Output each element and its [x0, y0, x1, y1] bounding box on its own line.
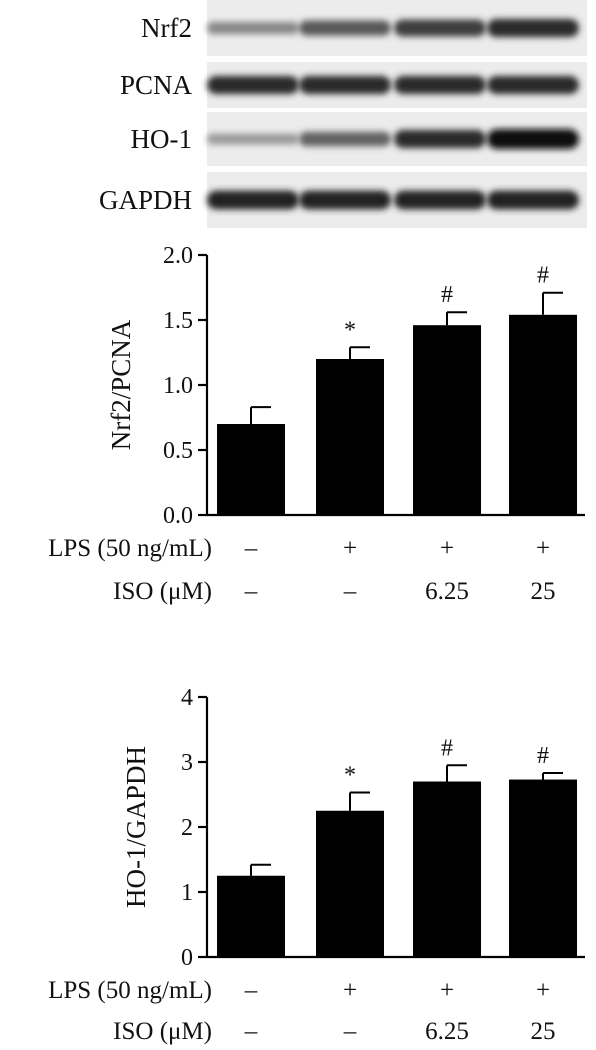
bar	[316, 810, 384, 957]
condition-value: +	[343, 535, 357, 562]
blot-band	[487, 190, 579, 210]
band-label-gapdh: GAPDH	[99, 185, 192, 215]
y-tick-label: 2.0	[163, 243, 193, 269]
significance-mark: #	[441, 282, 453, 308]
blot-band	[299, 190, 391, 210]
bar	[413, 325, 481, 515]
condition-value: –	[244, 535, 258, 562]
bar	[217, 424, 285, 515]
condition-value: +	[440, 977, 454, 1004]
blot-band	[487, 129, 579, 149]
ho1-gapdh-bar-chart: 0 1 2 3 4 HO-1/GAPDH * # # LPS (50 ng/mL) – + + + ISO …	[48, 685, 585, 1045]
blot-band	[207, 75, 299, 95]
y-tick-label: 1.5	[163, 308, 193, 334]
condition-label: LPS (50 ng/mL)	[48, 535, 212, 562]
y-tick-label: 2	[181, 815, 193, 841]
significance-mark: *	[344, 763, 356, 789]
bar	[217, 875, 285, 957]
condition-value: 25	[531, 1018, 556, 1045]
y-tick-label: 4	[181, 685, 193, 711]
blot-band	[207, 133, 299, 145]
condition-value: –	[244, 977, 258, 1004]
condition-value: 6.25	[425, 578, 469, 605]
bar	[509, 314, 577, 515]
blot-band	[487, 75, 579, 95]
condition-value: +	[536, 535, 550, 562]
condition-value: 6.25	[425, 1018, 469, 1045]
y-tick-label: 1	[181, 880, 193, 906]
significance-mark: *	[344, 317, 356, 343]
condition-value: –	[244, 578, 258, 605]
blot-band	[487, 18, 579, 38]
western-blot: Nrf2 PCNA HO-1 GAPDH	[99, 0, 587, 228]
bar	[316, 359, 384, 515]
band-label-pcna: PCNA	[120, 70, 193, 100]
condition-label: ISO (μM)	[113, 1018, 212, 1045]
condition-value: +	[343, 977, 357, 1004]
condition-value: +	[440, 535, 454, 562]
y-tick-label: 0.5	[163, 438, 193, 464]
bar	[509, 779, 577, 957]
condition-value: 25	[531, 578, 556, 605]
y-tick-label: 0	[181, 945, 193, 971]
bar	[413, 781, 481, 957]
significance-mark: #	[441, 735, 453, 761]
blot-band	[299, 20, 391, 36]
blot-band	[299, 75, 391, 95]
band-label-ho-1: HO-1	[131, 124, 193, 154]
condition-label: LPS (50 ng/mL)	[48, 977, 212, 1004]
condition-label: ISO (μM)	[113, 578, 212, 605]
condition-value: –	[343, 1018, 357, 1045]
significance-mark: #	[537, 743, 549, 769]
condition-value: –	[343, 578, 357, 605]
blot-band	[207, 190, 299, 210]
y-tick-label: 0.0	[163, 503, 193, 529]
blot-band	[394, 190, 486, 210]
condition-value: +	[536, 977, 550, 1004]
y-tick-label: 3	[181, 750, 193, 776]
blot-band	[394, 75, 486, 95]
band-label-nrf2: Nrf2	[141, 13, 192, 43]
nrf2-pcna-bar-chart: 0.0 0.5 1.0 1.5 2.0 Nrf2/PCNA * # # LPS (50 ng/mL…	[48, 243, 585, 605]
y-axis-label: Nrf2/PCNA	[106, 319, 136, 450]
blot-band	[299, 131, 391, 147]
blot-band	[394, 19, 486, 37]
condition-value: –	[244, 1018, 258, 1045]
blot-band	[207, 21, 299, 35]
y-tick-label: 1.0	[163, 373, 193, 399]
y-axis-label: HO-1/GAPDH	[121, 746, 151, 908]
blot-band	[394, 129, 486, 149]
significance-mark: #	[537, 263, 549, 289]
